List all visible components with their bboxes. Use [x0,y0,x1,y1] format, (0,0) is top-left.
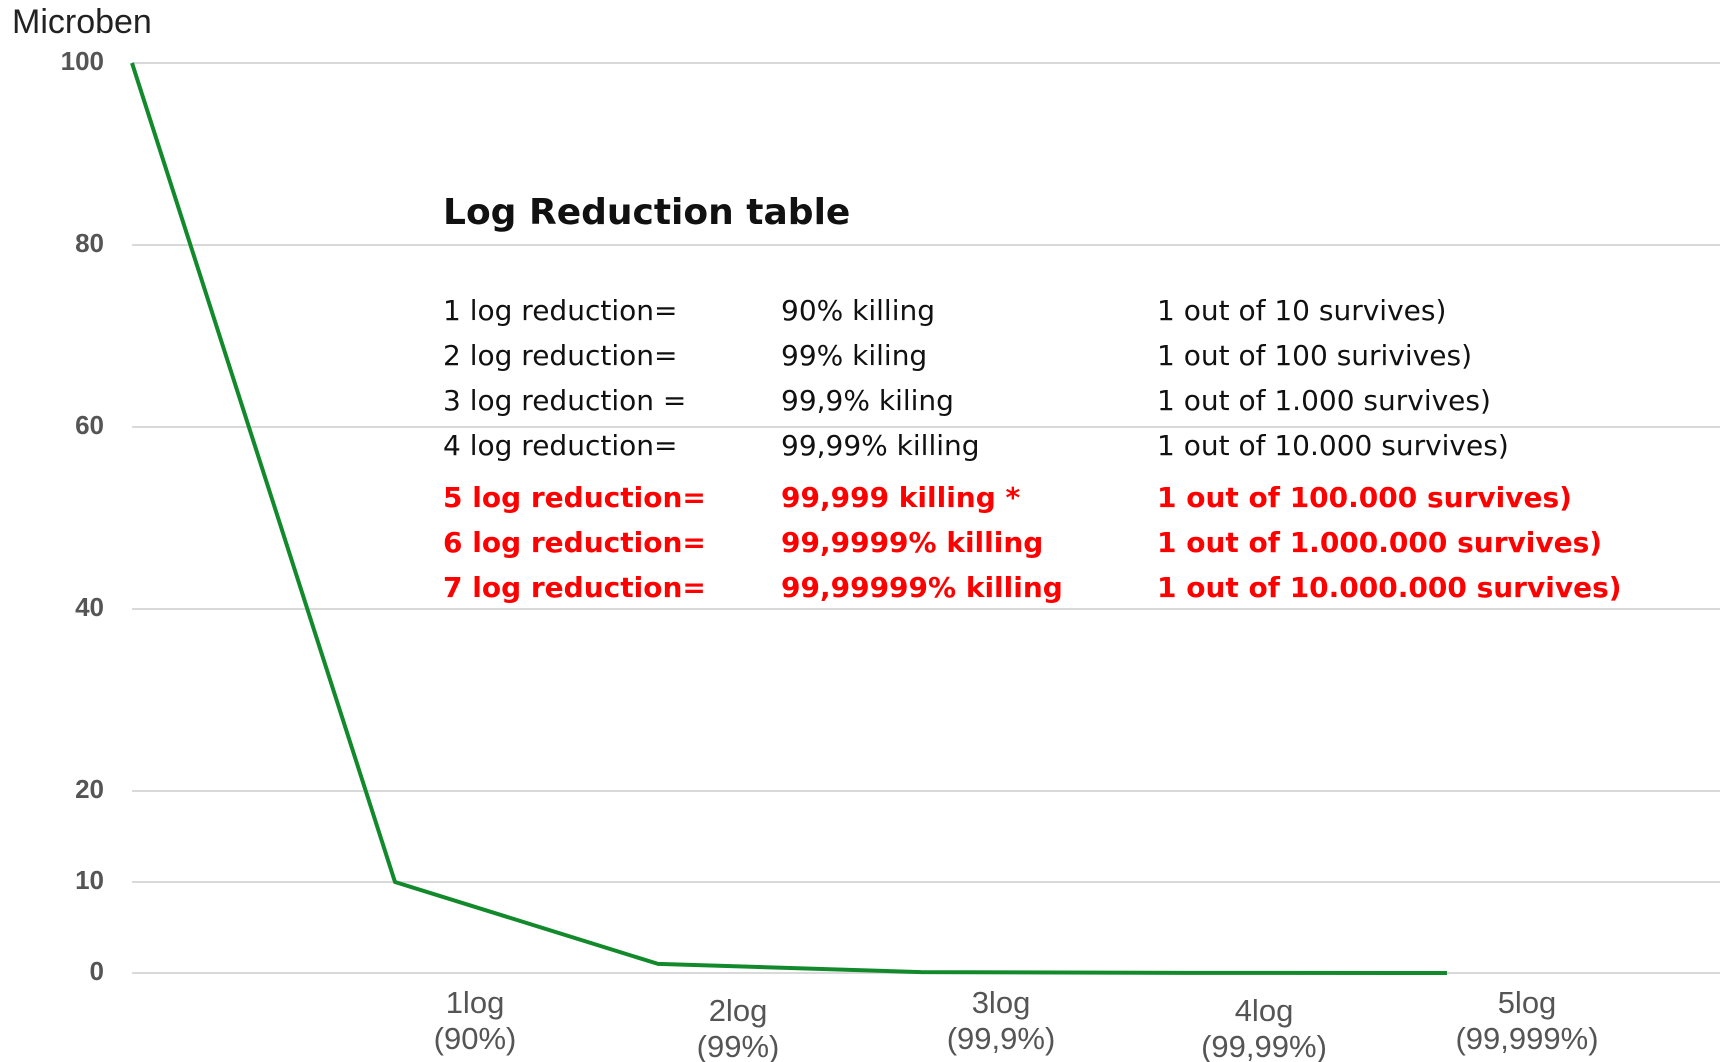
annotation-cell: 99,9% kiling [781,384,954,417]
y-tick-label: 0 [90,956,104,986]
x-tick-label: 2log (99%) [696,993,780,1062]
y-tick-label: 100 [61,46,104,76]
annotation-cell: 1 out of 1.000 survives) [1157,384,1491,417]
annotation-cell: 99,99999% killing [781,571,1063,604]
annotation-cell: 5 log reduction= [443,481,706,514]
annotation-cell: 1 out of 10.000 survives) [1157,429,1509,462]
annotation-cell: 1 out of 10.000.000 survives) [1157,571,1622,604]
annotation-cell: 1 out of 100 surivives) [1157,339,1472,372]
x-tick-label: 1log (90%) [433,985,517,1056]
annotation-cell: 99% kiling [781,339,927,372]
y-axis-label: Microben [12,3,152,41]
x-tick-label: 3log (99,9%) [946,985,1056,1056]
x-tick-label: 5log (99,999%) [1455,985,1599,1056]
annotation-cell: 3 log reduction = [443,384,686,417]
y-tick-label: 10 [75,865,104,895]
annotation-cell: 99,99% killing [781,429,980,462]
y-tick-label: 20 [75,774,104,804]
x-tick-label: 4log (99,99%) [1201,993,1327,1062]
annotation-cell: 1 out of 1.000.000 survives) [1157,526,1602,559]
annotation-cell: 1 out of 10 survives) [1157,294,1446,327]
annotation-title: Log Reduction table [443,192,850,233]
annotation-cell: 4 log reduction= [443,429,677,462]
y-tick-label: 80 [75,228,104,258]
annotation-cell: 99,999 killing * [781,481,1021,514]
annotation-cell: 1 out of 100.000 survives) [1157,481,1572,514]
data-line [130,62,1448,975]
annotation-cell: 99,9999% killing [781,526,1043,559]
annotation-cell: 6 log reduction= [443,526,706,559]
annotation-cell: 2 log reduction= [443,339,677,372]
y-tick-label: 60 [75,410,104,440]
annotation-cell: 90% killing [781,294,935,327]
annotation-cell: 7 log reduction= [443,571,706,604]
y-tick-label: 40 [75,592,104,622]
annotation-cell: 1 log reduction= [443,294,677,327]
